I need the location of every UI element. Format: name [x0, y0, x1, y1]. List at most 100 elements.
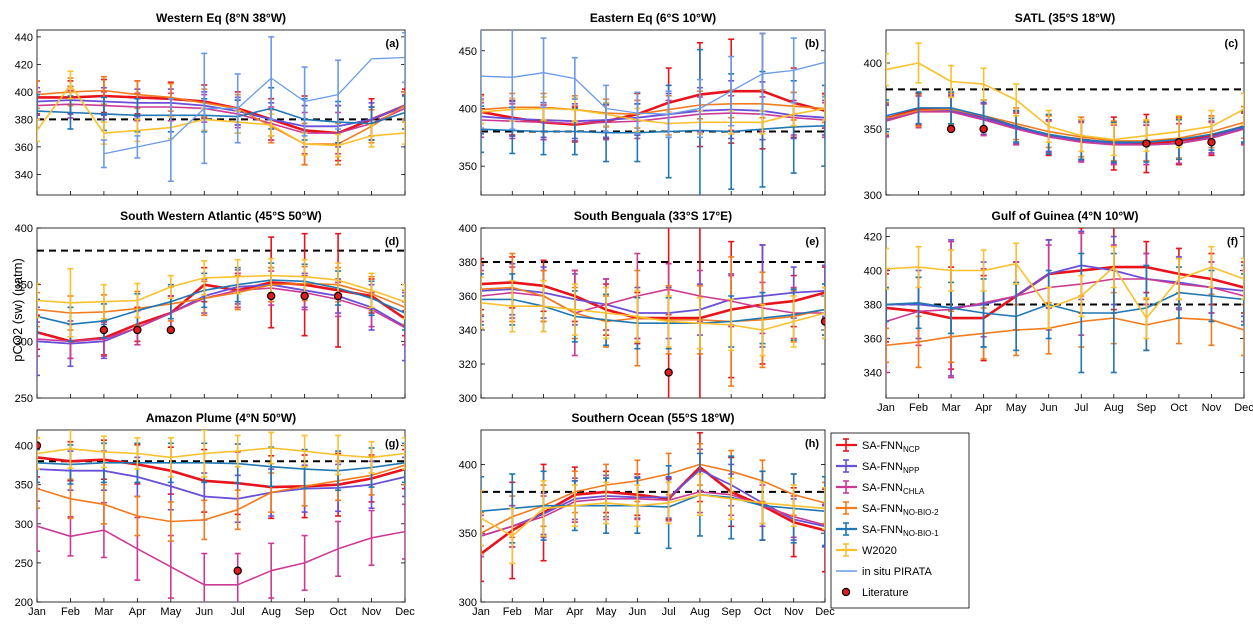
literature-point — [333, 291, 343, 301]
legend-entry-PIRATA: in situ PIRATA — [836, 566, 933, 578]
literature-point — [1174, 137, 1184, 147]
legend-entry-W2020: W2020 — [836, 543, 897, 557]
panel-title: South Western Atlantic (45°S 50°W) — [120, 209, 322, 223]
x-tick-label: Mar — [94, 606, 113, 618]
panel-letter: (h) — [805, 438, 819, 450]
y-tick-label: 360 — [864, 334, 882, 346]
series-line — [37, 107, 405, 125]
panel-letter: (f) — [1227, 236, 1238, 248]
series-line — [886, 262, 1244, 319]
panel-letter: (c) — [1225, 38, 1239, 50]
plot-frame — [36, 29, 406, 196]
panel-f: Gulf of Guinea (4°N 10°W) (f) 340 360 380 400… — [864, 209, 1253, 414]
plot-area — [481, 30, 825, 195]
x-tick-label: Feb — [909, 402, 928, 414]
series-CHLA — [37, 500, 405, 602]
panel-g: Amazon Plume (4°N 50°W) (g) 200 250 300 350 40… — [15, 411, 416, 618]
panel-letter: (e) — [806, 236, 820, 248]
legend-label: in situ PIRATA — [862, 566, 933, 578]
x-tick-label: May — [596, 606, 617, 618]
plot-area — [37, 31, 405, 183]
panel-c: SATL (35°S 18°W) (c) 300 350 400 — [864, 11, 1245, 202]
x-tick-label: Sep — [295, 606, 315, 618]
series-line — [886, 265, 1244, 320]
x-tick-label: Mar — [534, 606, 553, 618]
y-tick-label: 350 — [864, 124, 882, 136]
series-line — [481, 302, 825, 331]
x-tick-label: Aug — [1104, 402, 1124, 414]
series-line — [37, 274, 405, 304]
series-line — [37, 447, 405, 459]
legend: SA-FNNNCP SA-FNNNPP SA-FNNCHLA SA-FNNNO-BIO… — [830, 432, 970, 609]
series-line — [37, 84, 405, 147]
series-line — [886, 317, 1244, 347]
y-tick-label: 250 — [15, 558, 33, 570]
literature-point — [300, 291, 309, 301]
series-line — [886, 278, 1244, 323]
x-tick-label: Jul — [231, 606, 245, 618]
x-tick-label: Jul — [1074, 402, 1088, 414]
y-tick-label: 420 — [15, 59, 33, 71]
series-PIRATA — [100, 31, 405, 183]
y-tick-label: 380 — [15, 114, 33, 126]
x-tick-label: May — [160, 606, 181, 618]
series-line — [37, 456, 405, 489]
legend-label: SA-FNNCHLA — [862, 482, 925, 496]
y-tick-label: 420 — [864, 232, 882, 244]
literature-point — [979, 124, 988, 134]
series-line — [481, 298, 825, 324]
x-tick-label: Jan — [28, 606, 46, 618]
series-NOBIO2 — [37, 444, 405, 542]
plot-area — [37, 232, 405, 377]
x-tick-label: Feb — [503, 606, 522, 618]
x-tick-label: Jul — [662, 606, 676, 618]
y-tick-label: 340 — [15, 169, 33, 181]
series-line — [481, 103, 825, 115]
series-line — [886, 291, 1244, 318]
y-tick-label: 400 — [864, 58, 882, 70]
series-line — [37, 287, 405, 343]
y-tick-label: 400 — [15, 223, 33, 235]
panels: Western Eq (8°N 38°W) (a) 340 360 380 400 420 4… — [15, 11, 1253, 618]
panel-d: South Western Atlantic (45°S 50°W) (d) 250… — [15, 209, 406, 405]
legend-label: SA-FNNNPP — [862, 461, 919, 475]
plot-area — [481, 228, 825, 398]
series-line — [481, 107, 825, 125]
x-tick-label: Oct — [330, 606, 347, 618]
plot-frame — [885, 227, 1245, 399]
legend-entry-NPP: SA-FNNNPP — [836, 459, 919, 475]
y-tick-label: 340 — [864, 368, 882, 380]
series-W2020 — [481, 276, 825, 357]
series-line — [37, 282, 405, 314]
series-line — [481, 463, 825, 534]
panel-letter: (a) — [386, 38, 400, 50]
series-W2020 — [481, 473, 825, 565]
literature-point — [1207, 137, 1216, 147]
literature-point — [664, 368, 673, 377]
x-tick-label: Sep — [721, 606, 741, 618]
literature-point — [820, 317, 825, 326]
literature-point — [946, 124, 956, 134]
legend-entry-NCP: SA-FNNNCP — [836, 438, 920, 454]
legend-entry-CHLA: SA-FNNCHLA — [836, 480, 925, 496]
y-axis-label: pCO2 (sw) (μatm) — [10, 258, 25, 362]
y-tick-label: 300 — [864, 190, 882, 202]
y-tick-label: 350 — [15, 480, 33, 492]
y-tick-label: 300 — [459, 393, 477, 405]
x-tick-label: Apr — [975, 402, 992, 414]
x-tick-label: Jun — [195, 606, 213, 618]
x-tick-label: Jan — [877, 402, 895, 414]
y-tick-label: 300 — [15, 519, 33, 531]
legend-label: W2020 — [862, 545, 897, 557]
y-tick-label: 200 — [15, 597, 33, 609]
series-line — [481, 493, 825, 537]
x-tick-label: Apr — [129, 606, 146, 618]
panel-letter: (g) — [385, 438, 399, 450]
panel-a: Western Eq (8°N 38°W) (a) 340 360 380 400 420 4… — [15, 11, 406, 196]
series-line — [481, 493, 825, 512]
legend-entry-NOBIO1: SA-FNNNO-BIO-1 — [836, 522, 939, 538]
panel-h: Southern Ocean (55°S 18°W) (h) 300 350 400 Ja… — [459, 411, 836, 618]
x-tick-label: Jun — [628, 606, 646, 618]
y-tick-label: 400 — [459, 103, 477, 115]
panel-title: Western Eq (8°N 38°W) — [156, 11, 286, 25]
